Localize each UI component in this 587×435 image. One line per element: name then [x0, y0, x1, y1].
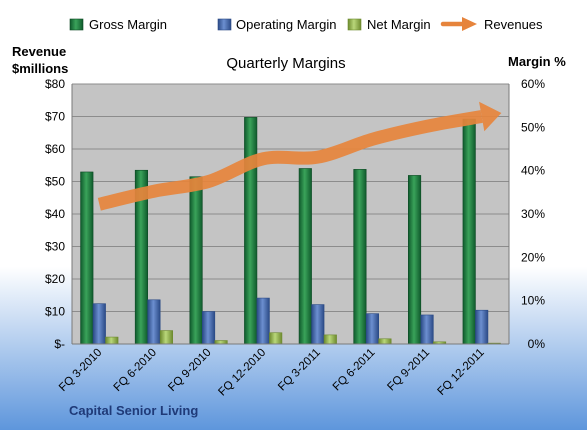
bar-gross-margin [462, 118, 476, 345]
bar-net-margin [214, 340, 228, 345]
left-tick-label: $30 [45, 240, 65, 254]
bar-net-margin [159, 330, 173, 345]
legend-label-operating-margin: Operating Margin [236, 17, 336, 32]
bar-gross-margin [298, 168, 312, 345]
bar-operating-margin [92, 303, 106, 345]
left-tick-label: $60 [45, 142, 65, 156]
legend-arrow-icon [440, 17, 477, 31]
bar-gross-margin [244, 117, 258, 345]
right-tick-label: 40% [521, 164, 545, 178]
legend-label-gross-margin: Gross Margin [89, 17, 167, 32]
right-tick-label: 60% [521, 77, 545, 91]
bar-gross-margin [189, 176, 203, 345]
legend-swatch-operating-margin [217, 18, 232, 31]
bar-gross-margin [80, 171, 94, 345]
bar-net-margin [378, 338, 392, 345]
right-tick-label: 0% [528, 337, 546, 351]
bar-operating-margin [420, 314, 434, 345]
left-axis-label-line1: Revenue [12, 44, 66, 59]
right-tick-label: 30% [521, 207, 545, 221]
left-tick-label: $50 [45, 175, 65, 189]
legend-swatch-gross-margin [69, 18, 84, 31]
left-tick-label: $70 [45, 110, 65, 124]
revenue-line [97, 110, 483, 211]
bars [80, 117, 501, 345]
left-tick-label: $10 [45, 305, 65, 319]
left-tick-label: $20 [45, 272, 65, 286]
bar-net-margin [323, 334, 337, 345]
bar-operating-margin [256, 297, 270, 345]
left-tick-label: $80 [45, 77, 65, 91]
company-name: Capital Senior Living [69, 403, 198, 418]
bar-gross-margin [353, 169, 367, 345]
legend-swatch-net-margin [347, 18, 362, 31]
right-tick-label: 50% [521, 120, 545, 134]
bar-operating-margin [311, 304, 325, 345]
right-tick-label: 10% [521, 294, 545, 308]
revenue-series [97, 101, 502, 211]
bar-net-margin [105, 336, 119, 345]
legend: Gross Margin Operating Margin Net Margin… [69, 17, 543, 32]
right-tick-label: 20% [521, 250, 545, 264]
right-axis-label: Margin % [508, 54, 566, 69]
bar-operating-margin [202, 311, 216, 345]
left-tick-label: $- [54, 337, 65, 351]
revenue-arrowhead [479, 101, 502, 132]
bar-operating-margin [147, 299, 161, 345]
bar-operating-margin [475, 309, 489, 345]
left-axis-label-line2: $millions [12, 61, 68, 76]
bar-gross-margin [408, 175, 422, 345]
left-tick-label: $40 [45, 207, 65, 221]
legend-label-revenues: Revenues [484, 17, 543, 32]
legend-label-net-margin: Net Margin [367, 17, 431, 32]
bar-operating-margin [365, 313, 379, 345]
bar-net-margin [269, 332, 283, 345]
chart-title: Quarterly Margins [226, 55, 345, 72]
